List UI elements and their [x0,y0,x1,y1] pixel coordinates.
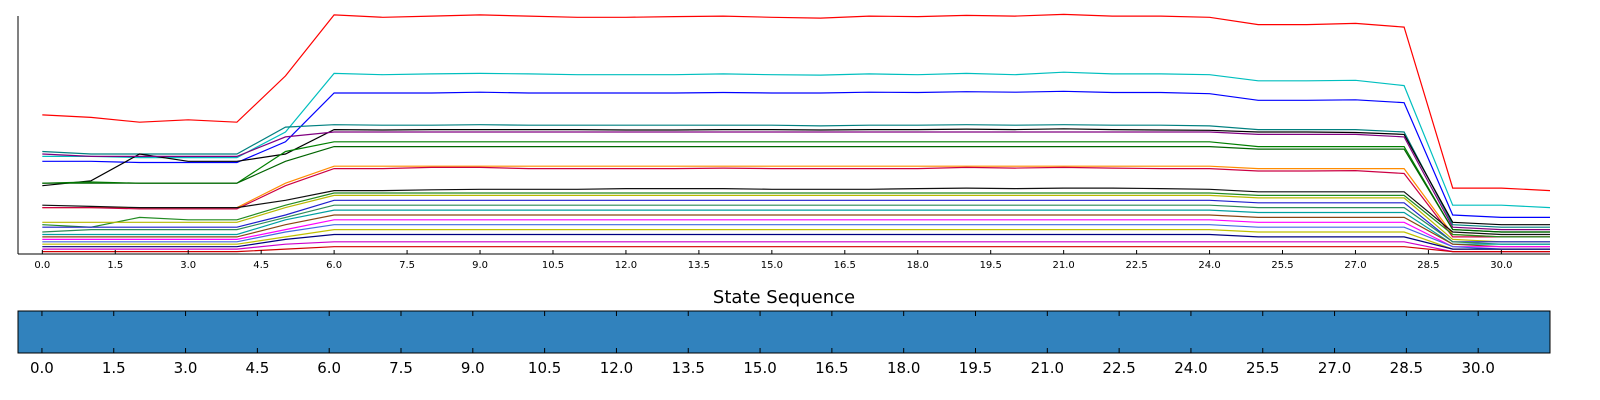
x-tick-label: 15.0 [743,359,776,377]
series-line-19 [42,224,1550,250]
series-line-15 [42,204,1550,245]
x-tick-label: 22.5 [1102,359,1135,377]
x-tick-label: 4.5 [245,359,269,377]
x-tick-label: 3.0 [180,260,196,271]
series-line-1 [42,13,1551,192]
series-line-4 [42,124,1550,228]
state-sequence-chart: State Sequence 0.0 1.5 3.0 4.5 6.0 7.5 9.0 10.5… [17,287,1551,377]
series-line-17 [42,214,1550,248]
line-chart: 0.0 1.5 3.0 4.5 6.0 7.5 9.0 10.5 12.0 13.5 15.0 16.… [17,13,1551,271]
x-tick-label: 19.5 [959,359,992,377]
state-frame [17,310,1551,354]
x-tick-label: 27.0 [1318,359,1351,377]
series-line-18 [42,219,1550,248]
state-bar [18,311,1550,353]
series-line-9 [42,165,1550,238]
x-tick-label: 10.5 [528,359,561,377]
x-tick-label: 6.0 [317,359,341,377]
series-line-6 [42,131,1550,231]
series-line-12 [42,192,1550,238]
x-tick-label: 1.5 [107,260,123,271]
x-tick-label: 9.0 [472,260,488,271]
chart-title: State Sequence [713,287,855,308]
x-tick-label: 18.0 [907,260,929,271]
series-line-14 [42,199,1550,243]
series-line-13 [42,194,1550,243]
x-tick-label: 28.5 [1417,260,1439,271]
x-tick-label: 16.5 [815,359,848,377]
x-tick-label: 18.0 [887,359,920,377]
series-line-2 [42,71,1551,209]
x-tick-label: 15.0 [761,260,783,271]
x-tick-label: 13.5 [688,260,710,271]
x-ticks: 0.0 1.5 3.0 4.5 6.0 7.5 9.0 10.5 12.0 13.5 15.0 16.… [30,311,1495,377]
x-tick-label: 21.0 [1031,359,1064,377]
x-tick-label: 7.5 [399,260,415,271]
series-line-16 [42,209,1550,245]
x-tick-label: 0.0 [30,359,54,377]
x-ticks: 0.0 1.5 3.0 4.5 6.0 7.5 9.0 10.5 12.0 13.5 15.0 16.… [34,250,1512,271]
x-tick-label: 30.0 [1461,359,1494,377]
x-tick-label: 22.5 [1125,260,1147,271]
x-tick-label: 3.0 [174,359,198,377]
x-tick-label: 6.0 [326,260,342,271]
series-line-3 [42,90,1550,218]
x-tick-label: 28.5 [1390,359,1423,377]
series-line-22 [42,241,1550,253]
x-tick-label: 19.5 [980,260,1002,271]
x-tick-label: 16.5 [834,260,856,271]
x-tick-label: 9.0 [461,359,485,377]
x-tick-label: 0.0 [34,260,50,271]
x-tick-label: 25.5 [1246,359,1279,377]
x-tick-label: 25.5 [1271,260,1293,271]
x-tick-label: 30.0 [1490,260,1512,271]
x-tick-label: 24.0 [1198,260,1220,271]
series-group [42,13,1551,253]
x-tick-label: 1.5 [102,359,126,377]
series-line-20 [42,229,1550,250]
series-line-11 [42,187,1550,236]
x-tick-label: 13.5 [672,359,705,377]
x-tick-label: 24.0 [1174,359,1207,377]
x-tick-label: 12.0 [615,260,637,271]
series-line-8 [42,146,1550,233]
series-line-23 [42,246,1550,253]
x-tick-label: 21.0 [1053,260,1075,271]
x-tick-label: 10.5 [542,260,564,271]
series-line-10 [42,166,1550,238]
x-tick-label: 4.5 [253,260,269,271]
series-line-7 [42,141,1550,233]
x-tick-label: 27.0 [1344,260,1366,271]
x-tick-label: 12.0 [600,359,633,377]
series-line-21 [42,233,1550,250]
x-tick-label: 7.5 [389,359,413,377]
